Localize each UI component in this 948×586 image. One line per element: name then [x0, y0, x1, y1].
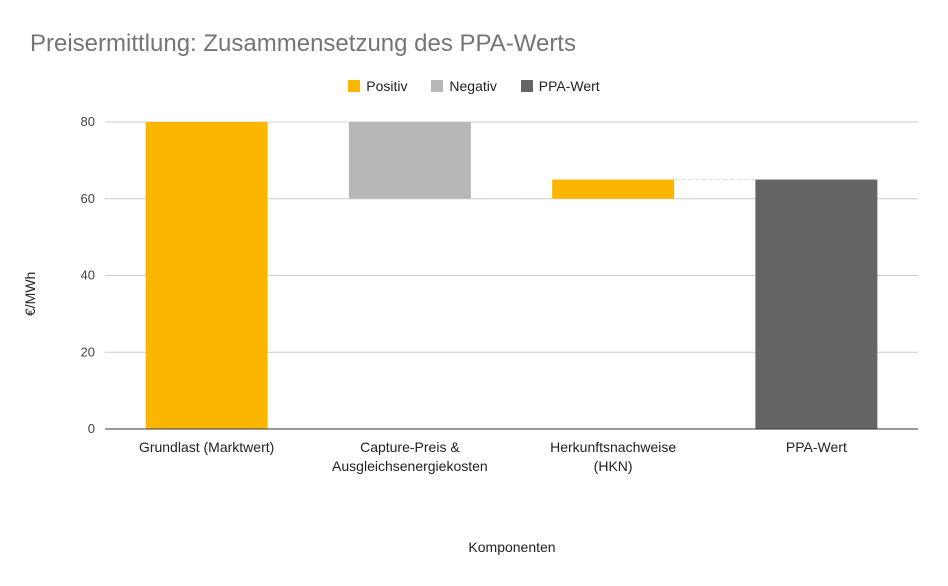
bar-1	[145, 122, 268, 429]
legend-swatch-ppa-wert	[520, 80, 533, 92]
legend-swatch-negativ	[431, 80, 444, 92]
y-tick-label: 60	[81, 191, 95, 206]
x-category-label: (HKN)	[594, 458, 633, 474]
chart-title: Preisermittlung: Zusammensetzung des PPA…	[30, 30, 576, 57]
x-category-label: Ausgleichsenergiekosten	[332, 458, 488, 474]
bar-2	[348, 122, 471, 199]
legend-item-negativ[interactable]: Negativ	[431, 78, 497, 94]
x-category-label: Herkunftsnachweise	[550, 439, 676, 455]
y-tick-label: 40	[81, 268, 95, 283]
legend-label-ppa-wert: PPA-Wert	[538, 78, 600, 94]
legend-item-ppa-wert[interactable]: PPA-Wert	[520, 78, 600, 94]
y-tick-label: 80	[81, 114, 95, 129]
bar-4	[755, 179, 878, 429]
x-category-label: PPA-Wert	[786, 439, 847, 455]
legend-item-positiv[interactable]: Positiv	[348, 78, 408, 94]
bar-3	[552, 179, 675, 199]
x-axis-title: Komponenten	[468, 539, 556, 555]
legend-label-negativ: Negativ	[449, 78, 497, 94]
x-category-label: Grundlast (Marktwert)	[139, 439, 274, 455]
x-category-label: Capture-Preis &	[360, 439, 460, 455]
legend-swatch-positiv	[348, 80, 361, 92]
y-tick-label: 0	[88, 421, 95, 436]
legend: Positiv Negativ PPA-Wert	[0, 78, 948, 94]
y-tick-label: 20	[81, 344, 95, 359]
legend-label-positiv: Positiv	[366, 78, 408, 94]
